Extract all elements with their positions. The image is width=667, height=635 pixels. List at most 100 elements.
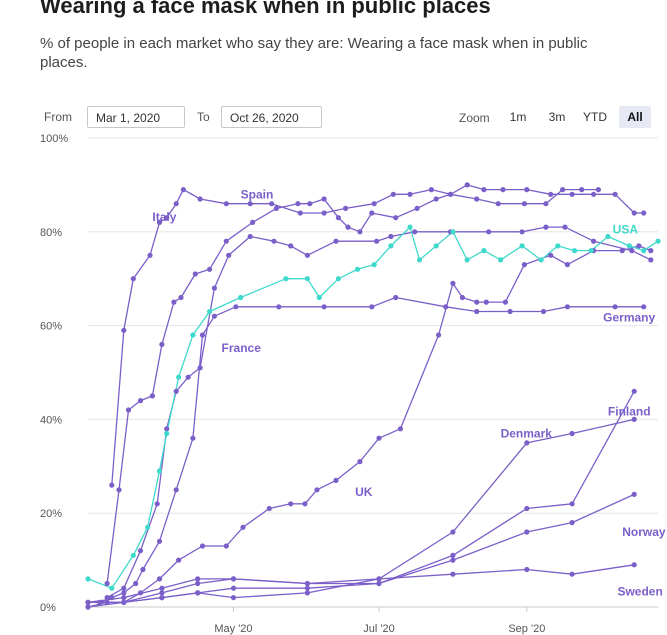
data-point-france[interactable] <box>443 304 449 310</box>
zoom-ytd-button[interactable]: YTD <box>583 110 607 124</box>
data-point-france[interactable] <box>211 313 217 319</box>
data-point-italy[interactable] <box>321 210 327 216</box>
data-point-sweden[interactable] <box>159 595 165 601</box>
data-point-germany[interactable] <box>648 257 654 263</box>
data-point-usa[interactable] <box>207 308 213 315</box>
data-point-germany[interactable] <box>304 252 310 258</box>
data-point-france[interactable] <box>507 308 513 315</box>
data-point-france[interactable] <box>97 599 103 605</box>
data-point-uk[interactable] <box>176 557 182 563</box>
data-point-norway[interactable] <box>631 491 637 497</box>
data-point-uk[interactable] <box>483 299 489 305</box>
data-point-uk[interactable] <box>104 599 110 605</box>
data-point-usa[interactable] <box>498 257 504 263</box>
data-point-italy[interactable] <box>173 201 179 207</box>
data-point-italy[interactable] <box>269 201 275 207</box>
data-point-denmark[interactable] <box>230 576 237 582</box>
data-point-sweden[interactable] <box>569 571 575 577</box>
data-point-usa[interactable] <box>335 276 341 282</box>
data-point-spain[interactable] <box>612 191 618 197</box>
data-point-italy[interactable] <box>297 210 303 216</box>
data-point-uk[interactable] <box>288 501 294 507</box>
data-point-usa[interactable] <box>371 262 377 268</box>
data-point-uk[interactable] <box>619 248 625 254</box>
data-point-norway[interactable] <box>450 557 456 563</box>
data-point-germany[interactable] <box>288 243 294 249</box>
data-point-uk[interactable] <box>397 426 403 432</box>
data-point-france[interactable] <box>321 304 327 310</box>
zoom-3m-button[interactable]: 3m <box>548 110 566 124</box>
data-point-spain[interactable] <box>250 219 256 225</box>
data-point-france[interactable] <box>140 566 146 573</box>
data-point-france[interactable] <box>474 308 480 315</box>
data-point-spain[interactable] <box>481 187 487 193</box>
data-point-finland[interactable] <box>159 590 165 596</box>
data-point-sweden[interactable] <box>631 562 637 568</box>
data-point-italy[interactable] <box>390 191 396 197</box>
to-date-input[interactable]: Oct 26, 2020 <box>221 106 322 128</box>
data-point-usa[interactable] <box>588 248 594 254</box>
data-point-spain[interactable] <box>393 215 399 221</box>
data-point-italy[interactable] <box>428 187 434 193</box>
data-point-finland[interactable] <box>450 552 456 559</box>
data-point-usa[interactable] <box>190 332 196 338</box>
data-point-spain[interactable] <box>116 487 122 493</box>
series-line-spain[interactable] <box>106 184 644 584</box>
data-point-usa[interactable] <box>538 257 544 263</box>
data-point-usa[interactable] <box>555 243 561 249</box>
data-point-usa[interactable] <box>571 248 578 254</box>
data-point-usa[interactable] <box>416 257 423 263</box>
data-point-france[interactable] <box>393 294 399 301</box>
data-point-italy[interactable] <box>560 187 566 193</box>
data-point-germany[interactable] <box>247 233 253 240</box>
data-point-spain[interactable] <box>207 266 213 272</box>
data-point-uk[interactable] <box>302 501 308 507</box>
data-point-uk[interactable] <box>240 524 246 530</box>
data-point-norway[interactable] <box>524 529 530 535</box>
data-point-spain[interactable] <box>447 191 454 197</box>
data-point-sweden[interactable] <box>304 590 310 596</box>
data-point-norway[interactable] <box>376 580 382 587</box>
data-point-denmark[interactable] <box>159 585 165 591</box>
data-point-france[interactable] <box>276 304 282 310</box>
data-point-uk[interactable] <box>376 435 382 441</box>
data-point-sweden[interactable] <box>376 576 382 582</box>
data-point-germany[interactable] <box>137 548 144 554</box>
data-point-spain[interactable] <box>524 187 530 193</box>
data-point-usa[interactable] <box>316 294 322 301</box>
data-point-spain[interactable] <box>178 294 184 301</box>
data-point-germany[interactable] <box>271 238 277 244</box>
data-point-italy[interactable] <box>495 201 501 207</box>
data-point-germany[interactable] <box>591 238 597 244</box>
data-point-germany[interactable] <box>388 233 394 240</box>
data-point-denmark[interactable] <box>195 576 201 582</box>
data-point-uk[interactable] <box>223 543 229 549</box>
data-point-italy[interactable] <box>156 219 163 225</box>
series-line-france[interactable] <box>99 296 644 603</box>
data-point-germany[interactable] <box>543 224 549 230</box>
data-point-denmark[interactable] <box>631 416 637 422</box>
data-point-spain[interactable] <box>631 210 637 216</box>
data-point-italy[interactable] <box>407 191 413 197</box>
data-point-italy[interactable] <box>247 201 253 207</box>
data-point-sweden[interactable] <box>450 571 456 577</box>
data-point-germany[interactable] <box>185 374 191 380</box>
data-point-germany[interactable] <box>519 229 525 235</box>
data-point-germany[interactable] <box>121 585 127 591</box>
data-point-italy[interactable] <box>521 201 528 207</box>
data-point-germany[interactable] <box>173 388 179 394</box>
zoom-all-button[interactable]: All <box>619 106 651 128</box>
series-line-usa[interactable] <box>87 226 659 589</box>
data-point-usa[interactable] <box>655 238 661 244</box>
data-point-uk[interactable] <box>548 252 554 258</box>
data-point-usa[interactable] <box>109 585 115 591</box>
data-point-norway[interactable] <box>85 604 91 610</box>
data-point-uk[interactable] <box>137 590 144 596</box>
data-point-sweden[interactable] <box>524 566 530 573</box>
data-point-france[interactable] <box>564 304 571 310</box>
data-point-uk[interactable] <box>521 262 528 268</box>
data-point-france[interactable] <box>121 590 127 596</box>
data-point-uk[interactable] <box>333 477 339 483</box>
data-point-uk[interactable] <box>156 576 163 582</box>
data-point-france[interactable] <box>173 487 179 493</box>
